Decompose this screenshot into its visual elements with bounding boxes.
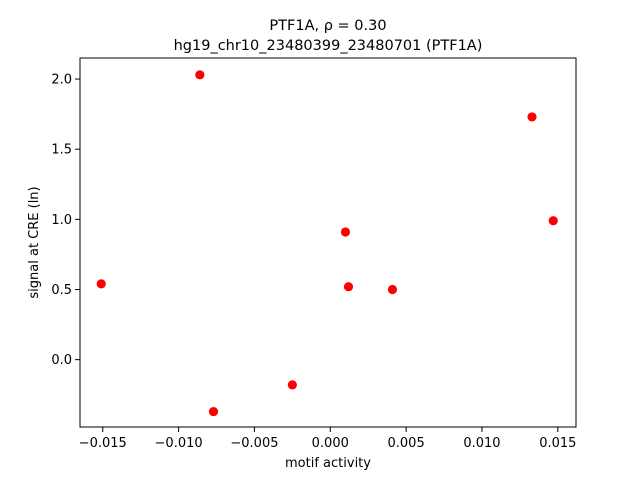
- y-tick-label: 1.0: [51, 213, 72, 228]
- y-tick-label: 1.5: [51, 143, 72, 158]
- y-axis-label: signal at CRE (ln): [27, 186, 42, 298]
- data-point-1: [96, 279, 106, 289]
- data-point-6: [343, 282, 354, 292]
- data-point-5: [340, 227, 351, 237]
- x-tick-label: −0.010: [155, 436, 203, 451]
- x-tick-label: 0.010: [463, 436, 500, 451]
- ticks-layer: −0.015 −0.010 −0.005 0.000 0.005 0.010 0.015 0.…: [51, 73, 576, 451]
- chart-title-line2: hg19_chr10_23480399_23480701 (PTF1A): [174, 38, 483, 54]
- data-point-3: [208, 406, 219, 417]
- y-tick-label: 0.5: [51, 283, 72, 298]
- data-point-4: [287, 380, 297, 390]
- y-tick-label: 0.0: [51, 353, 72, 368]
- points-layer: [96, 70, 558, 417]
- x-tick-label: −0.005: [230, 436, 278, 451]
- data-point-2: [195, 70, 205, 80]
- data-point-7: [387, 284, 398, 295]
- x-tick-label: 0.015: [539, 436, 576, 451]
- plot-area-frame: [79, 57, 577, 428]
- chart-title-line1: PTF1A, ρ = 0.30: [269, 18, 386, 34]
- x-tick-label: 0.005: [388, 436, 425, 451]
- data-point-8: [527, 112, 537, 122]
- x-axis-label: motif activity: [285, 456, 371, 471]
- y-tick-label: 2.0: [51, 73, 72, 88]
- data-point-9: [548, 216, 558, 226]
- x-tick-label: −0.015: [79, 436, 127, 451]
- x-tick-label: 0.000: [312, 436, 349, 451]
